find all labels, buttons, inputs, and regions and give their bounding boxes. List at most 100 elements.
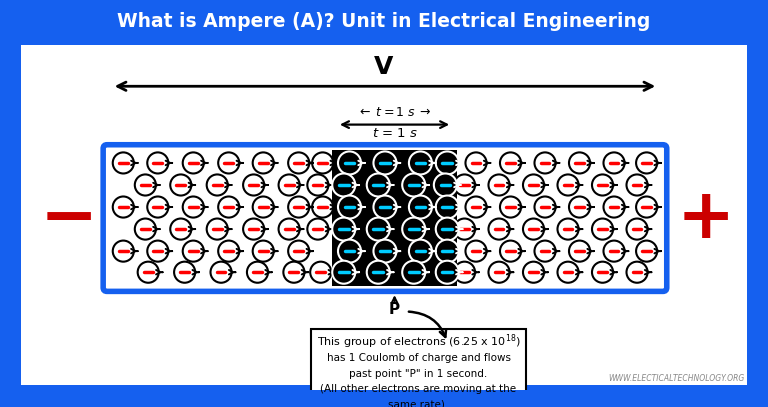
Circle shape (465, 152, 487, 173)
Circle shape (367, 261, 389, 284)
Circle shape (373, 240, 396, 263)
Circle shape (435, 218, 458, 241)
Circle shape (500, 197, 521, 218)
Circle shape (373, 195, 396, 219)
Bar (16, 0, 752, 43)
Text: past point "P" in 1 second.: past point "P" in 1 second. (349, 369, 488, 379)
Circle shape (279, 175, 300, 195)
Text: (All other electrons are moving at the: (All other electrons are moving at the (320, 384, 517, 394)
Circle shape (558, 175, 578, 195)
Text: −: − (39, 184, 98, 252)
Circle shape (627, 175, 647, 195)
Circle shape (253, 152, 273, 173)
Circle shape (218, 197, 240, 218)
Circle shape (207, 219, 228, 240)
Circle shape (592, 219, 613, 240)
Circle shape (147, 197, 168, 218)
Text: has 1 Coulomb of charge and flows: has 1 Coulomb of charge and flows (326, 353, 511, 363)
Circle shape (409, 240, 432, 263)
Circle shape (183, 152, 204, 173)
Circle shape (409, 195, 432, 219)
Circle shape (333, 173, 356, 197)
Circle shape (402, 261, 425, 284)
Circle shape (604, 241, 624, 262)
Circle shape (207, 175, 228, 195)
Circle shape (636, 197, 657, 218)
Circle shape (488, 262, 509, 283)
FancyBboxPatch shape (311, 329, 526, 407)
Circle shape (288, 152, 310, 173)
Circle shape (247, 262, 268, 283)
Circle shape (535, 241, 555, 262)
Circle shape (170, 175, 191, 195)
Circle shape (592, 175, 613, 195)
Circle shape (592, 262, 613, 283)
Circle shape (367, 173, 389, 197)
Circle shape (454, 262, 475, 283)
Circle shape (434, 173, 457, 197)
Circle shape (500, 152, 521, 173)
Circle shape (636, 241, 657, 262)
Circle shape (627, 219, 647, 240)
Circle shape (218, 152, 240, 173)
Circle shape (367, 218, 389, 241)
Circle shape (312, 152, 333, 173)
Circle shape (523, 175, 544, 195)
Circle shape (243, 175, 264, 195)
Circle shape (147, 241, 168, 262)
Text: +: + (677, 184, 735, 252)
Circle shape (113, 152, 134, 173)
Circle shape (604, 152, 624, 173)
Circle shape (183, 197, 204, 218)
Circle shape (243, 219, 264, 240)
Circle shape (435, 261, 458, 284)
Circle shape (569, 152, 590, 173)
Circle shape (500, 241, 521, 262)
Text: same rate).: same rate). (389, 400, 449, 407)
Circle shape (373, 151, 396, 175)
Circle shape (279, 219, 300, 240)
Circle shape (210, 262, 232, 283)
Text: This group of electrons (6.25 x $10^{18}$): This group of electrons (6.25 x $10^{18}… (316, 333, 521, 352)
Circle shape (435, 195, 458, 219)
Circle shape (288, 197, 310, 218)
Circle shape (435, 151, 458, 175)
Circle shape (310, 262, 331, 283)
Text: $\it{t}$ = 1 $\it{s}$: $\it{t}$ = 1 $\it{s}$ (372, 127, 418, 140)
FancyArrowPatch shape (409, 312, 446, 337)
Circle shape (535, 197, 555, 218)
Circle shape (288, 241, 310, 262)
Circle shape (307, 175, 329, 195)
Circle shape (338, 151, 361, 175)
FancyBboxPatch shape (103, 145, 667, 291)
Circle shape (465, 197, 487, 218)
Circle shape (454, 219, 475, 240)
Circle shape (558, 262, 578, 283)
Circle shape (307, 219, 329, 240)
Circle shape (147, 152, 168, 173)
Circle shape (454, 175, 475, 195)
Circle shape (218, 241, 240, 262)
Circle shape (333, 218, 356, 241)
Circle shape (409, 151, 432, 175)
Bar (333, 151, 457, 286)
Text: WWW.ELECTICALTECHNOLOGY.ORG: WWW.ELECTICALTECHNOLOGY.ORG (608, 374, 744, 383)
Circle shape (569, 241, 590, 262)
Text: $\leftarrow\; t = 1\; s \;\rightarrow$: $\leftarrow\; t = 1\; s \;\rightarrow$ (357, 106, 432, 119)
Circle shape (333, 261, 356, 284)
Circle shape (312, 197, 333, 218)
Text: V: V (374, 55, 394, 79)
Circle shape (488, 219, 509, 240)
Circle shape (170, 219, 191, 240)
Circle shape (402, 173, 425, 197)
Circle shape (174, 262, 195, 283)
Circle shape (435, 240, 458, 263)
Circle shape (627, 262, 647, 283)
Circle shape (636, 152, 657, 173)
Circle shape (523, 219, 544, 240)
Circle shape (135, 175, 156, 195)
Circle shape (604, 197, 624, 218)
Circle shape (338, 195, 361, 219)
Circle shape (488, 175, 509, 195)
Circle shape (253, 197, 273, 218)
